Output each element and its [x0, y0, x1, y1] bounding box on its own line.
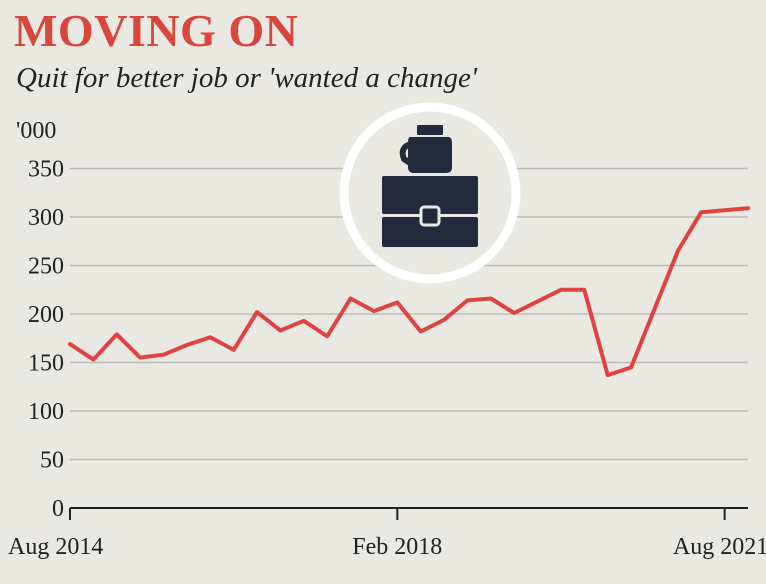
- y-axis-unit-label: '000: [16, 118, 57, 144]
- chart-subtitle: Quit for better job or 'wanted a change': [16, 62, 478, 94]
- y-tick-label: 100: [28, 399, 64, 425]
- y-tick-label: 50: [40, 448, 64, 474]
- y-tick-labels: 0 50 100 150 200 250 300 350: [28, 157, 64, 523]
- y-tick-label: 350: [28, 157, 64, 183]
- series-line: [68, 206, 750, 378]
- chart-title: MOVING ON: [14, 5, 299, 56]
- y-tick-label: 150: [28, 351, 64, 377]
- x-axis: Aug 2014 Feb 2018 Aug 2021: [8, 507, 766, 560]
- y-tick-label: 0: [52, 496, 64, 522]
- x-tick-label: Aug 2021: [673, 534, 766, 560]
- y-tick-label: 300: [28, 205, 64, 231]
- y-tick-label: 250: [28, 254, 64, 280]
- briefcase-in-hand-icon: [339, 102, 521, 284]
- x-tick-label: Feb 2018: [352, 534, 442, 560]
- y-tick-label: 200: [28, 302, 64, 328]
- x-tick-label: Aug 2014: [8, 534, 103, 560]
